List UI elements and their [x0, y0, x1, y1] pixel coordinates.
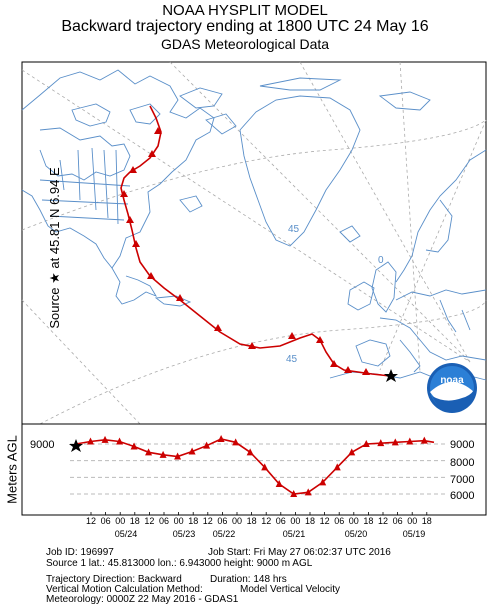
- height-marker: [159, 450, 167, 458]
- height-marker: [304, 488, 312, 496]
- height-marker: [333, 463, 341, 471]
- height-marker: [188, 447, 196, 455]
- hour-label: 00: [407, 516, 417, 526]
- title-line-2: Backward trajectory ending at 1800 UTC 2…: [61, 18, 429, 35]
- hour-label: 18: [130, 516, 140, 526]
- source-star-glyph: ★: [47, 272, 62, 284]
- hour-label: 00: [115, 516, 125, 526]
- height-marker: [348, 448, 356, 456]
- map-source-star: [384, 369, 398, 382]
- map-trajectory-markers: [120, 127, 370, 375]
- date-label: 05/20: [345, 529, 368, 539]
- hour-label: 18: [188, 516, 198, 526]
- height-marker: [319, 478, 327, 486]
- grid-label-45-lower: 45: [286, 354, 298, 365]
- height-marker: [290, 490, 298, 497]
- hour-label: 18: [422, 516, 432, 526]
- hour-labels: 12 06 00 18 12 06 00 18 12 06 00 18 12 06 00 18 12 06 00 18…: [86, 516, 432, 526]
- date-label: 05/23: [173, 529, 196, 539]
- north-america-outline: [21, 69, 215, 307]
- grid-label-0: 0: [378, 255, 384, 266]
- hour-label: 12: [261, 516, 271, 526]
- source-lat: 45.81 N: [47, 208, 62, 255]
- hour-label: 12: [203, 516, 213, 526]
- map-trajectory-line: [120, 105, 391, 377]
- hour-label: 06: [276, 516, 286, 526]
- hour-label: 06: [393, 516, 403, 526]
- right-tick-7000: 7000: [450, 474, 474, 486]
- hour-label: 12: [86, 516, 96, 526]
- duration: Duration: 148 hrs: [210, 574, 287, 585]
- right-tick-6000: 6000: [450, 490, 474, 502]
- time-axis-ticks: [90, 512, 428, 515]
- hour-label: 06: [101, 516, 111, 526]
- hour-label: 12: [144, 516, 154, 526]
- hour-label: 18: [247, 516, 257, 526]
- vertical-motion-method: Vertical Motion Calculation Method:: [46, 584, 203, 595]
- height-marker: [130, 442, 138, 450]
- title-line-1: NOAA HYSPLIT MODEL: [162, 2, 328, 19]
- left-tick-9000: 9000: [30, 439, 54, 451]
- map-frame: [21, 61, 487, 425]
- job-id: Job ID: 196997: [46, 547, 114, 558]
- height-marker: [87, 437, 95, 445]
- hour-label: 12: [320, 516, 330, 526]
- height-marker: [275, 480, 283, 487]
- source-side-label: Source ★ at 45.81 N 6.94 E: [47, 153, 63, 343]
- right-tick-8000: 8000: [450, 457, 474, 469]
- height-marker: [145, 448, 153, 456]
- height-marker: [261, 463, 269, 471]
- date-label: 05/21: [283, 529, 306, 539]
- date-label: 05/24: [115, 529, 138, 539]
- noaa-logo-text: noaa: [440, 375, 464, 386]
- vertical-motion-value: Model Vertical Velocity: [240, 584, 341, 595]
- hour-label: 18: [363, 516, 373, 526]
- height-source-star: [69, 439, 83, 452]
- height-marker: [246, 448, 254, 456]
- source-info: Source 1 lat.: 45.813000 lon.: 6.943000 …: [46, 558, 313, 569]
- hour-label: 00: [349, 516, 359, 526]
- hour-label: 00: [232, 516, 242, 526]
- right-tick-labels: 9000 8000 7000 6000: [450, 439, 474, 502]
- vertical-panel-frame: [21, 423, 487, 516]
- hour-label: 00: [290, 516, 300, 526]
- source-lon: 6.94 E: [47, 167, 62, 205]
- height-marker: [203, 441, 211, 449]
- meters-agl-label: Meters AGL: [4, 435, 20, 504]
- greenland-outline: [179, 77, 431, 247]
- title-line-3: GDAS Meteorological Data: [160, 36, 330, 52]
- height-marker: [362, 440, 370, 447]
- trajectory-direction: Trajectory Direction: Backward: [46, 574, 182, 585]
- right-tick-9000: 9000: [450, 439, 474, 451]
- height-marker: [377, 439, 385, 447]
- meteorology: Meteorology: 0000Z 22 May 2016 - GDAS1: [46, 594, 239, 605]
- height-marker: [391, 438, 399, 446]
- at-word: at: [47, 257, 62, 269]
- height-marker: [232, 438, 240, 446]
- hour-label: 12: [378, 516, 388, 526]
- date-label: 05/19: [403, 529, 426, 539]
- height-marker: [101, 435, 109, 443]
- height-marker: [217, 435, 225, 442]
- hour-label: 06: [159, 516, 169, 526]
- noaa-logo: noaa: [427, 363, 477, 413]
- lat-lon-grid: [21, 61, 487, 425]
- hour-label: 00: [174, 516, 184, 526]
- height-marker: [174, 452, 182, 460]
- height-marker: [420, 436, 428, 444]
- hour-label: 18: [305, 516, 315, 526]
- hour-label: 06: [334, 516, 344, 526]
- date-labels: 05/24 05/23 05/22 05/21 05/20 05/19: [115, 529, 426, 539]
- grid-label-45-north: 45: [288, 224, 300, 235]
- height-trajectory-markers: [87, 435, 428, 497]
- height-marker: [406, 437, 414, 445]
- source-word: Source: [47, 287, 62, 329]
- hour-label: 06: [217, 516, 227, 526]
- date-label: 05/22: [213, 529, 236, 539]
- job-start: Job Start: Fri May 27 06:02:37 UTC 2016: [208, 547, 391, 558]
- height-marker: [116, 437, 124, 445]
